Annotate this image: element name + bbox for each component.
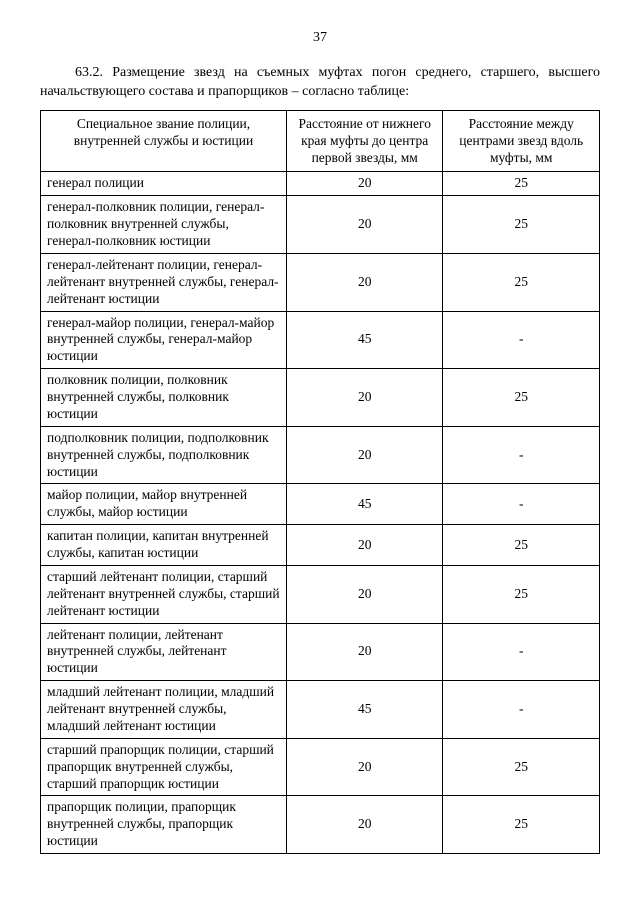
value-cell: - [443,623,600,681]
value-cell: 25 [443,738,600,796]
value-cell: 20 [286,565,443,623]
table-row: старший лейтенант полиции, старший лейте… [41,565,600,623]
value-cell: 20 [286,426,443,484]
value-cell: 20 [286,796,443,854]
rank-cell: прапорщик полиции, прапорщик внутренней … [41,796,287,854]
rank-cell: старший прапорщик полиции, старший прапо… [41,738,287,796]
page-number: 37 [40,30,600,46]
value-cell: 25 [443,796,600,854]
table-row: генерал полиции2025 [41,172,600,196]
table-row: полковник полиции, полковник внутренней … [41,369,600,427]
value-cell: 45 [286,484,443,525]
value-cell: 20 [286,623,443,681]
rank-cell: полковник полиции, полковник внутренней … [41,369,287,427]
value-cell: 25 [443,196,600,254]
value-cell: 25 [443,369,600,427]
rank-cell: генерал-полковник полиции, генерал-полко… [41,196,287,254]
value-cell: 20 [286,196,443,254]
table-row: прапорщик полиции, прапорщик внутренней … [41,796,600,854]
table-header-row: Специальное звание полиции, внутренней с… [41,110,600,172]
table-row: старший прапорщик полиции, старший прапо… [41,738,600,796]
table-row: младший лейтенант полиции, младший лейте… [41,681,600,739]
table-row: генерал-полковник полиции, генерал-полко… [41,196,600,254]
value-cell: 20 [286,738,443,796]
value-cell: - [443,681,600,739]
table-row: капитан полиции, капитан внутренней служ… [41,525,600,566]
table-row: майор полиции, майор внутренней службы, … [41,484,600,525]
rank-cell: генерал-майор полиции, генерал-майор вну… [41,311,287,369]
value-cell: 20 [286,369,443,427]
ranks-table: Специальное звание полиции, внутренней с… [40,110,600,854]
rank-cell: генерал полиции [41,172,287,196]
value-cell: 45 [286,681,443,739]
table-row: генерал-лейтенант полиции, генерал-лейте… [41,253,600,311]
col-header-rank: Специальное звание полиции, внутренней с… [41,110,287,172]
table-row: генерал-майор полиции, генерал-майор вну… [41,311,600,369]
table-body: генерал полиции2025генерал-полковник пол… [41,172,600,854]
value-cell: 25 [443,253,600,311]
intro-paragraph: 63.2. Размещение звезд на съемных муфтах… [40,64,600,102]
value-cell: 20 [286,172,443,196]
value-cell: - [443,426,600,484]
value-cell: 20 [286,525,443,566]
value-cell: 45 [286,311,443,369]
table-row: лейтенант полиции, лейтенант внутренней … [41,623,600,681]
value-cell: 25 [443,172,600,196]
value-cell: - [443,311,600,369]
value-cell: - [443,484,600,525]
value-cell: 25 [443,565,600,623]
rank-cell: капитан полиции, капитан внутренней служ… [41,525,287,566]
rank-cell: генерал-лейтенант полиции, генерал-лейте… [41,253,287,311]
value-cell: 20 [286,253,443,311]
table-row: подполковник полиции, подполковник внутр… [41,426,600,484]
rank-cell: майор полиции, майор внутренней службы, … [41,484,287,525]
rank-cell: лейтенант полиции, лейтенант внутренней … [41,623,287,681]
col-header-distance-between: Расстояние между центрами звезд вдоль му… [443,110,600,172]
col-header-distance-bottom: Расстояние от нижнего края муфты до цент… [286,110,443,172]
rank-cell: младший лейтенант полиции, младший лейте… [41,681,287,739]
rank-cell: подполковник полиции, подполковник внутр… [41,426,287,484]
value-cell: 25 [443,525,600,566]
rank-cell: старший лейтенант полиции, старший лейте… [41,565,287,623]
